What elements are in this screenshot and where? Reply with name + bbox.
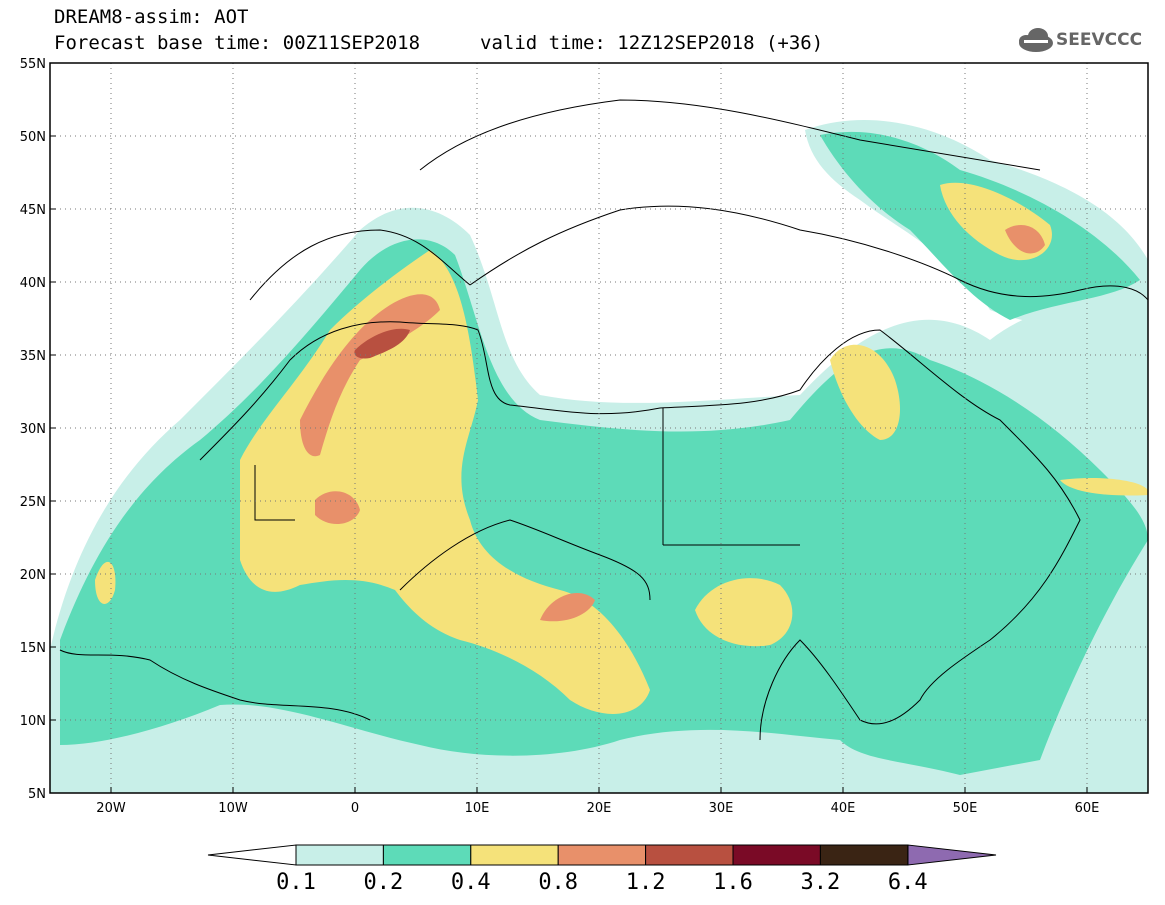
lat-tick-label: 40N (20, 276, 46, 291)
aot-shade-0.4 (695, 578, 793, 647)
lat-tick-label: 20N (20, 568, 46, 583)
lon-tick-label: 10W (218, 801, 248, 816)
colorbar-swatch (382, 844, 472, 866)
cloud-icon (1019, 28, 1053, 52)
lat-tick-label: 50N (20, 130, 46, 145)
lat-tick-label: 5N (28, 787, 46, 802)
lat-tick-label: 15N (20, 641, 46, 656)
colorbar-label: 3.2 (800, 870, 841, 895)
valid-time: valid time: 12Z12SEP2018 (+36) (480, 32, 824, 54)
colorbar-label: 0.2 (363, 870, 404, 895)
lon-tick-label: 30E (709, 801, 734, 816)
colorbar-over-triangle (907, 844, 997, 866)
lat-tick-label: 35N (20, 349, 46, 364)
forecast-base-time: Forecast base time: 00Z11SEP2018 (54, 32, 421, 54)
colorbar-swatch (645, 844, 734, 866)
logo-text: SEEVCCC (1056, 30, 1143, 50)
lon-tick-label: 20E (587, 801, 612, 816)
colorbar-under-triangle (207, 844, 297, 866)
aot-shade-0.4 (1060, 478, 1148, 496)
aot-shade-0.4 (830, 344, 900, 440)
map-title: DREAM8-assim: AOT (54, 6, 249, 28)
colorbar-swatch (557, 844, 647, 866)
colorbar-swatch (470, 844, 559, 866)
aot-shade-1.2 (354, 328, 410, 359)
colorbar-label: 1.2 (625, 870, 666, 895)
lon-tick-label: 50E (953, 801, 978, 816)
aot-shade-0.8 (315, 491, 360, 525)
colorbar-swatch (295, 844, 384, 866)
colorbar-label: 0.8 (538, 870, 579, 895)
lat-tick-label: 10N (20, 714, 46, 729)
lon-tick-label: 20W (96, 801, 126, 816)
map-grid (50, 63, 1148, 793)
colorbar (207, 844, 997, 866)
aot-shade-0.4 (95, 561, 116, 604)
lon-tick-label: 10E (465, 801, 490, 816)
lat-tick-label: 45N (20, 203, 46, 218)
lat-tick-label: 55N (20, 57, 46, 72)
colorbar-label: 1.6 (713, 870, 753, 895)
colorbar-label: 6.4 (887, 870, 928, 895)
lon-tick-label: 0 (351, 801, 359, 816)
aot-shade-0.8 (1005, 225, 1045, 254)
lat-tick-label: 25N (20, 495, 46, 510)
colorbar-label: 0.1 (276, 870, 316, 895)
colorbar-swatch (819, 844, 909, 866)
colorbar-swatch (732, 844, 821, 866)
lon-tick-label: 60E (1075, 801, 1100, 816)
lat-tick-label: 30N (20, 422, 46, 437)
colorbar-label: 0.4 (450, 870, 491, 895)
country-borders (59, 99, 1148, 741)
seevccc-logo (1019, 28, 1053, 52)
lon-tick-label: 40E (831, 801, 856, 816)
map-plot-area: 5N 10N 15N 20N 25N 30N 35N 40N 45N 50N 55N 20W 10W 0… (20, 57, 1149, 816)
aot-shade-0.8 (540, 592, 595, 622)
